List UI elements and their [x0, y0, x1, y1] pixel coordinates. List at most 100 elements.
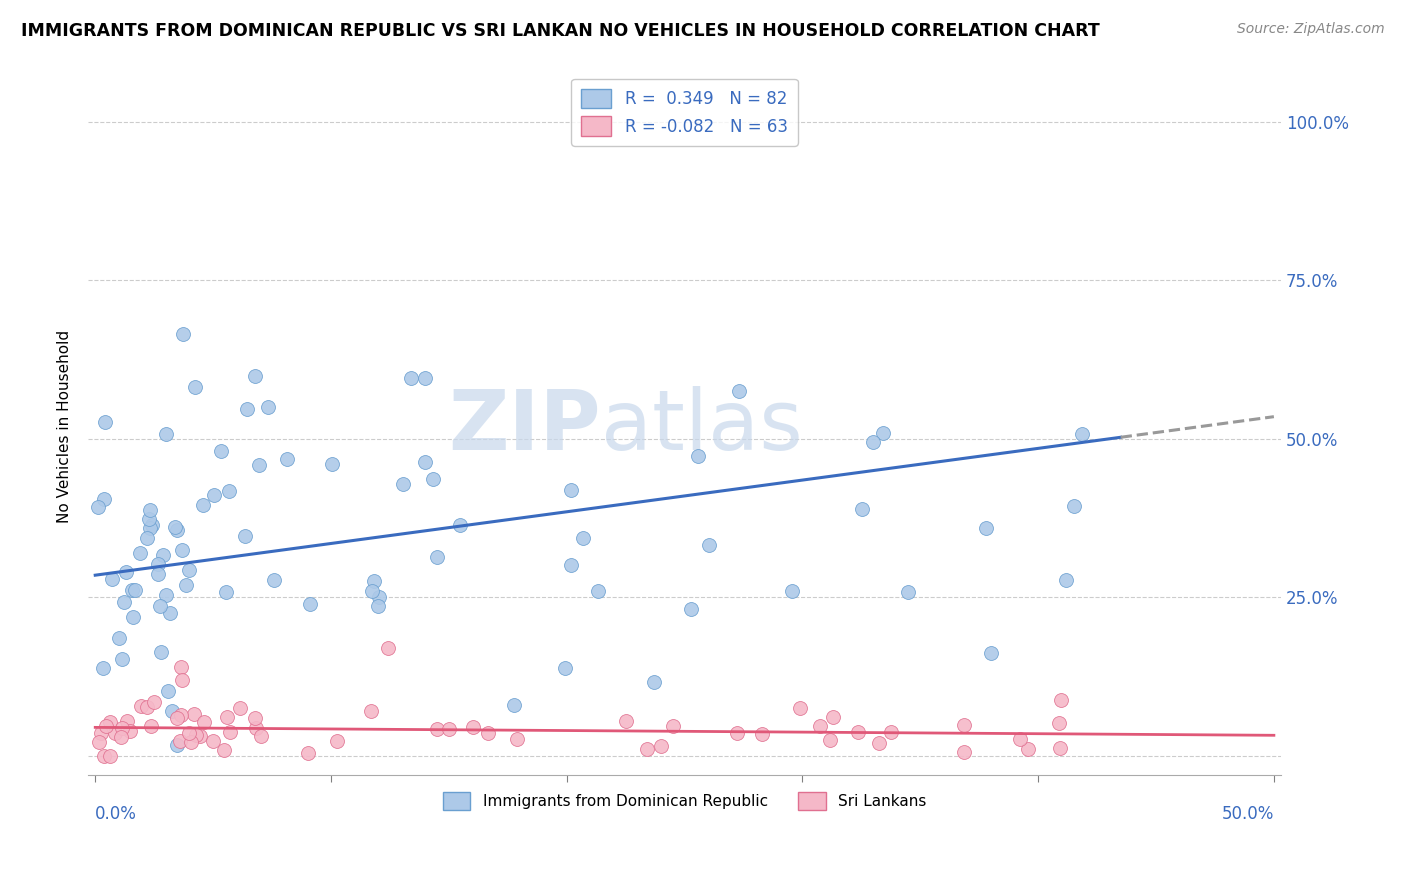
Point	[1008, 731, 1031, 746]
Point	[426, 549, 449, 564]
Point	[163, 519, 186, 533]
Point	[1054, 573, 1077, 587]
Text: 50.0%: 50.0%	[1222, 805, 1274, 823]
Point	[688, 449, 710, 463]
Point	[263, 573, 285, 587]
Point	[1049, 740, 1071, 755]
Point	[413, 371, 436, 385]
Point	[160, 704, 183, 718]
Point	[166, 711, 188, 725]
Point	[93, 415, 115, 429]
Point	[449, 517, 471, 532]
Point	[728, 384, 751, 398]
Point	[139, 719, 162, 733]
Point	[136, 699, 159, 714]
Point	[614, 714, 637, 729]
Point	[156, 683, 179, 698]
Point	[461, 720, 484, 734]
Point	[111, 652, 134, 666]
Text: Source: ZipAtlas.com: Source: ZipAtlas.com	[1237, 22, 1385, 37]
Point	[128, 546, 150, 560]
Point	[662, 719, 685, 733]
Point	[121, 582, 143, 597]
Point	[214, 585, 236, 599]
Point	[141, 518, 163, 533]
Point	[276, 451, 298, 466]
Point	[413, 455, 436, 469]
Point	[1047, 716, 1070, 731]
Point	[172, 673, 194, 687]
Point	[202, 487, 225, 501]
Point	[437, 722, 460, 736]
Point	[897, 585, 920, 599]
Point	[953, 745, 976, 759]
Text: atlas: atlas	[600, 385, 803, 467]
Point	[636, 742, 658, 756]
Point	[780, 583, 803, 598]
Point	[1050, 693, 1073, 707]
Point	[249, 730, 271, 744]
Point	[643, 675, 665, 690]
Point	[245, 711, 267, 725]
Point	[229, 701, 252, 715]
Point	[502, 698, 524, 712]
Text: IMMIGRANTS FROM DOMINICAN REPUBLIC VS SRI LANKAN NO VEHICLES IN HOUSEHOLD CORREL: IMMIGRANTS FROM DOMINICAN REPUBLIC VS SR…	[21, 22, 1099, 40]
Point	[751, 727, 773, 741]
Point	[974, 520, 997, 534]
Point	[169, 734, 191, 748]
Point	[245, 721, 267, 735]
Point	[725, 725, 748, 739]
Point	[139, 521, 162, 535]
Point	[149, 599, 172, 613]
Point	[554, 661, 576, 675]
Point	[808, 719, 831, 733]
Point	[176, 577, 198, 591]
Point	[235, 401, 257, 416]
Point	[169, 660, 191, 674]
Point	[172, 543, 194, 558]
Point	[111, 721, 134, 735]
Point	[183, 707, 205, 722]
Point	[256, 401, 278, 415]
Point	[862, 434, 884, 449]
Point	[297, 746, 319, 760]
Point	[953, 718, 976, 732]
Point	[142, 695, 165, 709]
Point	[560, 483, 582, 497]
Point	[426, 722, 449, 736]
Point	[193, 498, 215, 512]
Point	[506, 732, 529, 747]
Point	[391, 477, 413, 491]
Point	[110, 730, 132, 744]
Point	[184, 380, 207, 394]
Point	[818, 733, 841, 747]
Point	[190, 729, 212, 743]
Point	[172, 327, 194, 342]
Point	[1070, 426, 1092, 441]
Point	[90, 725, 112, 739]
Point	[697, 538, 720, 552]
Point	[298, 597, 321, 611]
Point	[177, 725, 200, 739]
Point	[377, 641, 399, 656]
Point	[422, 472, 444, 486]
Point	[166, 738, 188, 752]
Point	[325, 734, 347, 748]
Point	[166, 524, 188, 538]
Point	[135, 531, 157, 545]
Point	[152, 548, 174, 562]
Point	[367, 599, 389, 613]
Point	[155, 588, 177, 602]
Point	[98, 714, 121, 729]
Point	[399, 370, 422, 384]
Text: ZIP: ZIP	[449, 385, 600, 467]
Point	[180, 735, 202, 749]
Point	[586, 584, 609, 599]
Point	[94, 719, 117, 733]
Point	[215, 709, 238, 723]
Point	[115, 566, 138, 580]
Point	[98, 748, 121, 763]
Point	[122, 609, 145, 624]
Point	[367, 590, 389, 604]
Point	[1063, 499, 1085, 513]
